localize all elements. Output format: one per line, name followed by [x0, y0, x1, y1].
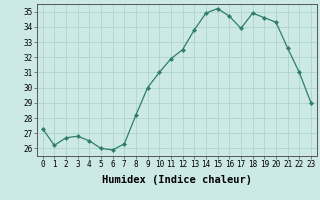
X-axis label: Humidex (Indice chaleur): Humidex (Indice chaleur)	[102, 175, 252, 185]
